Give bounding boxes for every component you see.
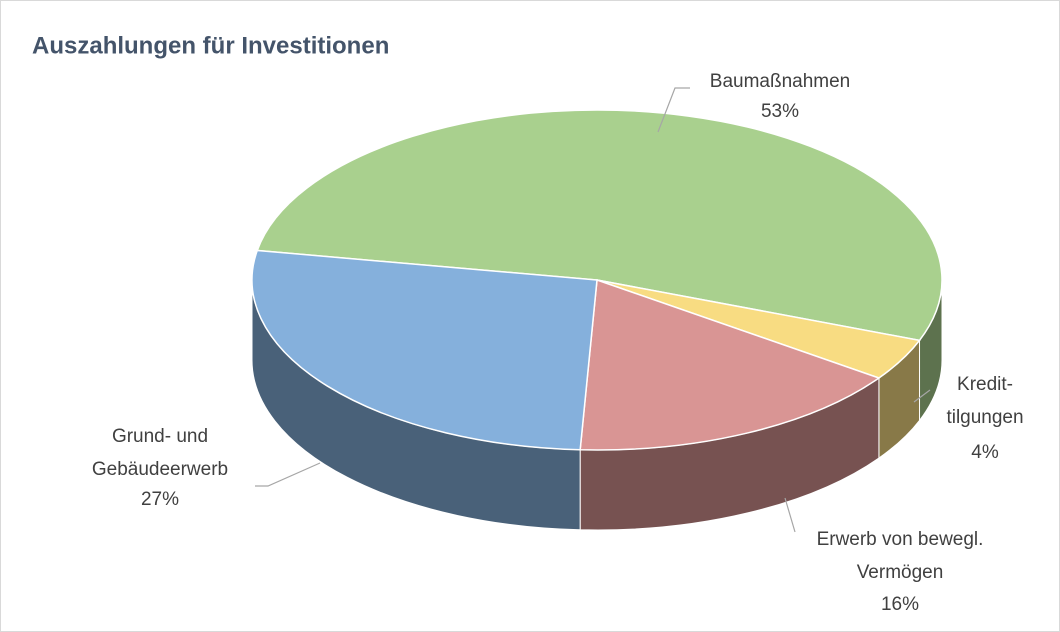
chart-title: Auszahlungen für Investitionen — [32, 32, 389, 59]
slice-value-label: 16% — [881, 594, 919, 615]
leader-line — [657, 87, 690, 133]
slice — [251, 249, 598, 451]
slice-label: Erwerb von bewegl. Vermögen — [817, 529, 984, 583]
leader-line — [784, 497, 796, 533]
leader-line — [255, 462, 321, 487]
leader-line — [913, 389, 931, 403]
slice-value-label: 4% — [971, 442, 999, 463]
pie — [251, 109, 943, 531]
slice — [579, 278, 881, 451]
slice-value-label: 53% — [761, 101, 799, 122]
slice-label: Kredit-tilgungen — [946, 374, 1023, 428]
slice-label: Grund- und Gebäudeerwerb — [92, 426, 228, 480]
slice — [256, 109, 943, 342]
slice-value-label: 27% — [141, 489, 179, 510]
slice-label: Baumaßnahmen — [710, 71, 850, 92]
